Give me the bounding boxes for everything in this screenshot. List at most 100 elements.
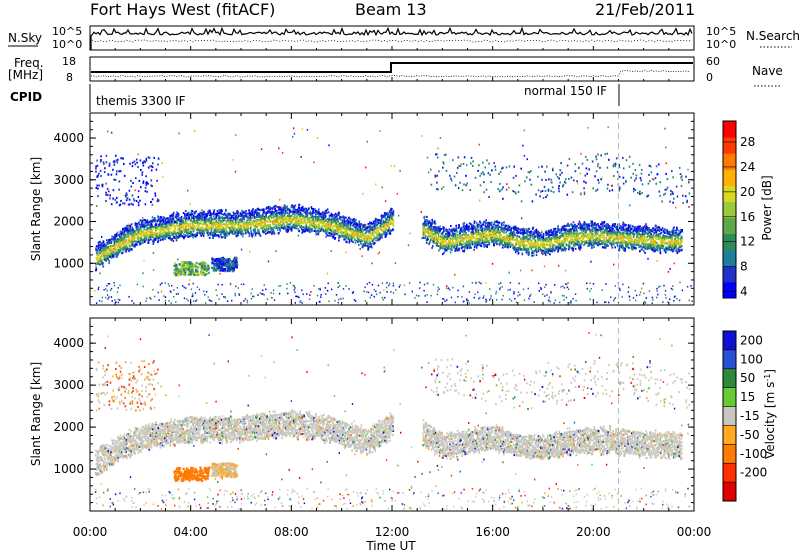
data-point <box>371 243 373 245</box>
data-point <box>432 230 434 232</box>
data-point <box>135 244 137 246</box>
data-point <box>103 245 105 247</box>
data-point <box>122 234 124 236</box>
data-point <box>278 224 280 226</box>
data-point <box>340 216 342 218</box>
data-point <box>146 237 148 239</box>
data-point <box>166 222 168 224</box>
data-point <box>177 216 179 218</box>
data-point <box>99 264 101 266</box>
data-point <box>174 231 176 233</box>
data-point <box>143 234 145 236</box>
data-point <box>504 239 506 241</box>
data-point <box>452 238 454 240</box>
data-point <box>100 256 102 258</box>
data-point <box>124 232 126 234</box>
data-point <box>139 238 141 240</box>
data-point <box>243 212 245 214</box>
data-point <box>188 212 190 214</box>
data-point <box>308 212 310 214</box>
data-point <box>453 243 455 245</box>
data-point <box>155 224 157 226</box>
data-point <box>507 244 509 246</box>
data-point <box>304 220 306 222</box>
data-point <box>390 233 392 235</box>
data-point <box>518 253 520 255</box>
data-point <box>185 221 187 223</box>
data-point <box>299 215 301 217</box>
data-point <box>338 231 340 233</box>
data-point <box>140 243 142 245</box>
data-point <box>224 225 226 227</box>
data-point <box>273 232 275 234</box>
data-point <box>147 224 149 226</box>
data-point <box>515 250 517 252</box>
data-point <box>273 216 275 218</box>
data-point <box>115 247 117 249</box>
data-point <box>212 236 214 238</box>
data-point <box>237 214 239 216</box>
data-point <box>451 247 453 249</box>
data-point <box>449 237 451 239</box>
data-point <box>103 241 105 243</box>
data-point <box>154 220 156 222</box>
data-point <box>161 225 163 227</box>
data-point <box>288 223 290 225</box>
data-point <box>465 229 467 231</box>
data-point <box>246 215 248 217</box>
data-point <box>279 227 281 229</box>
data-point <box>344 221 346 223</box>
data-point <box>172 238 174 240</box>
data-point <box>358 244 360 246</box>
data-point <box>463 233 465 235</box>
data-point <box>178 214 180 216</box>
data-point <box>425 236 427 238</box>
data-point <box>445 233 447 235</box>
data-point <box>263 222 265 224</box>
data-point <box>197 222 199 224</box>
data-point <box>99 241 101 243</box>
data-point <box>516 243 518 245</box>
data-point <box>315 221 317 223</box>
data-point <box>232 215 234 217</box>
data-point <box>129 243 131 245</box>
data-point <box>390 223 392 225</box>
data-point <box>356 225 358 227</box>
data-point <box>312 215 314 217</box>
data-point <box>134 236 136 238</box>
data-point <box>281 227 283 229</box>
data-point <box>194 212 196 214</box>
data-point <box>450 251 452 253</box>
data-point <box>502 222 504 224</box>
data-point <box>512 239 514 241</box>
data-point <box>485 219 487 221</box>
data-point <box>345 217 347 219</box>
data-point <box>277 229 279 231</box>
data-point <box>117 254 119 256</box>
data-point <box>519 236 521 238</box>
data-point <box>143 230 145 232</box>
data-point <box>476 222 478 224</box>
data-point <box>144 226 146 228</box>
data-point <box>289 215 291 217</box>
data-point <box>258 209 260 211</box>
data-point <box>209 218 211 220</box>
data-point <box>175 233 177 235</box>
data-point <box>316 224 318 226</box>
data-point <box>227 224 229 226</box>
data-point <box>168 230 170 232</box>
data-point <box>226 235 228 237</box>
nave-tick-top: 60 <box>706 55 720 68</box>
data-point <box>474 222 476 224</box>
data-point <box>185 226 187 228</box>
data-point <box>370 222 372 224</box>
data-point <box>215 226 217 228</box>
data-point <box>383 223 385 225</box>
data-point <box>297 213 299 215</box>
data-point <box>110 240 112 242</box>
data-point <box>375 218 377 220</box>
data-point <box>188 229 190 231</box>
data-point <box>511 242 513 244</box>
data-point <box>351 219 353 221</box>
nsky-tick-top: 10^5 <box>52 25 82 38</box>
